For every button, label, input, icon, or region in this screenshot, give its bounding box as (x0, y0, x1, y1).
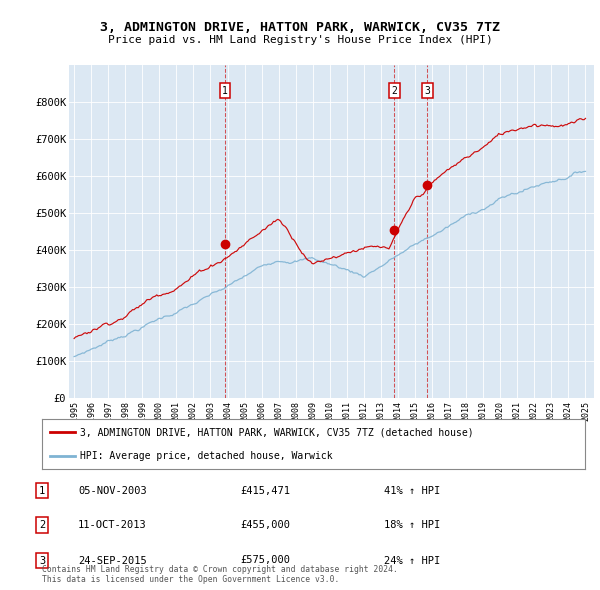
Text: £575,000: £575,000 (240, 556, 290, 565)
Text: 18% ↑ HPI: 18% ↑ HPI (384, 520, 440, 530)
Text: 1: 1 (222, 86, 228, 96)
Text: 3: 3 (425, 86, 430, 96)
Text: 24% ↑ HPI: 24% ↑ HPI (384, 556, 440, 565)
Text: HPI: Average price, detached house, Warwick: HPI: Average price, detached house, Warw… (80, 451, 332, 461)
Text: 3, ADMINGTON DRIVE, HATTON PARK, WARWICK, CV35 7TZ: 3, ADMINGTON DRIVE, HATTON PARK, WARWICK… (100, 21, 500, 34)
Text: 2: 2 (391, 86, 397, 96)
Text: £415,471: £415,471 (240, 486, 290, 496)
Text: 3, ADMINGTON DRIVE, HATTON PARK, WARWICK, CV35 7TZ (detached house): 3, ADMINGTON DRIVE, HATTON PARK, WARWICK… (80, 427, 473, 437)
Text: 24-SEP-2015: 24-SEP-2015 (78, 556, 147, 565)
Text: Price paid vs. HM Land Registry's House Price Index (HPI): Price paid vs. HM Land Registry's House … (107, 35, 493, 45)
Text: 2: 2 (39, 520, 45, 530)
Text: 3: 3 (39, 556, 45, 565)
Text: 05-NOV-2003: 05-NOV-2003 (78, 486, 147, 496)
Text: 11-OCT-2013: 11-OCT-2013 (78, 520, 147, 530)
Text: £455,000: £455,000 (240, 520, 290, 530)
Text: Contains HM Land Registry data © Crown copyright and database right 2024.
This d: Contains HM Land Registry data © Crown c… (42, 565, 398, 584)
Text: 1: 1 (39, 486, 45, 496)
Text: 41% ↑ HPI: 41% ↑ HPI (384, 486, 440, 496)
